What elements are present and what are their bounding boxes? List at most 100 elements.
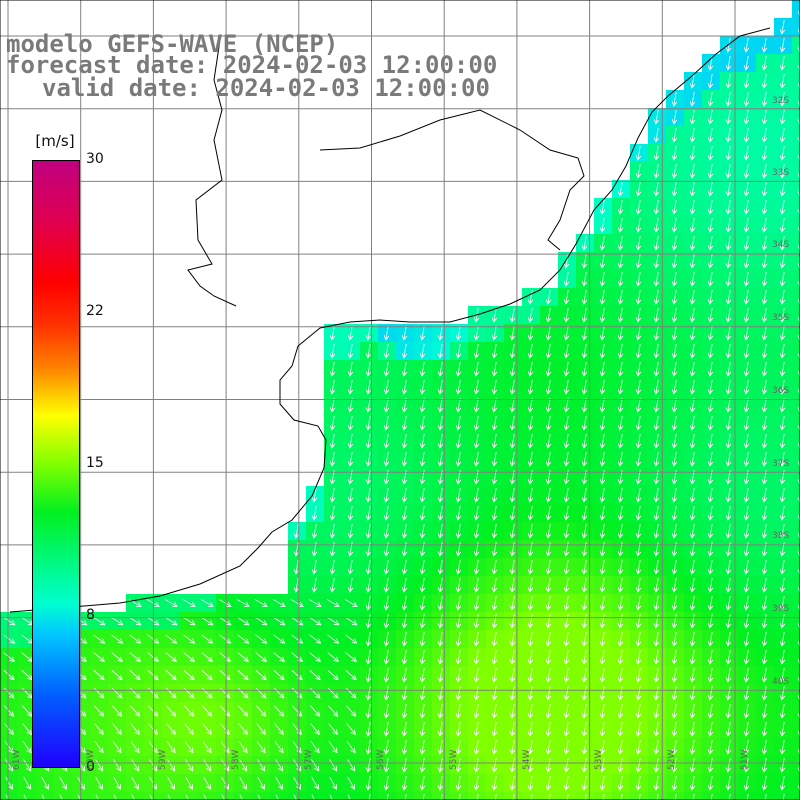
wind-arrow — [581, 236, 588, 251]
wind-arrow — [401, 614, 408, 629]
wind-arrow — [491, 416, 498, 431]
wind-arrow — [707, 308, 714, 323]
wind-arrow — [345, 687, 357, 699]
wind-arrow — [653, 236, 660, 251]
wind-arrow — [329, 776, 337, 790]
wind-arrow — [329, 326, 336, 341]
wind-arrow — [491, 452, 498, 467]
wind-arrow — [509, 398, 516, 413]
wind-arrow — [653, 704, 660, 719]
wind-arrow — [491, 398, 498, 413]
wind-arrow — [274, 723, 284, 736]
wind-arrow — [689, 578, 696, 593]
wind-arrow — [527, 722, 534, 737]
wind-arrow — [527, 524, 534, 539]
wind-arrow — [707, 236, 714, 251]
wind-arrow — [743, 650, 750, 665]
wind-arrow — [581, 632, 588, 647]
wind-arrow — [671, 308, 678, 323]
wind-arrow — [599, 254, 606, 269]
wind-arrow — [635, 524, 642, 539]
wind-arrow — [455, 686, 462, 701]
wind-arrow — [689, 200, 696, 215]
wind-arrow — [365, 434, 372, 449]
wind-arrow — [311, 776, 319, 790]
wind-arrow — [491, 344, 498, 359]
wind-arrow — [327, 669, 339, 681]
wind-arrow — [93, 687, 105, 699]
wind-arrow — [599, 740, 606, 755]
wind-arrow — [671, 722, 678, 737]
wind-arrow — [256, 705, 267, 717]
wind-arrow — [563, 596, 570, 611]
wind-speed-cell — [558, 792, 577, 800]
wind-arrow — [671, 146, 678, 161]
wind-arrow — [617, 182, 624, 197]
wind-arrow — [725, 434, 732, 449]
wind-arrow — [455, 434, 462, 449]
wind-arrow — [725, 722, 732, 737]
wind-arrow — [725, 290, 732, 305]
wind-arrow — [725, 686, 732, 701]
wind-arrow — [761, 614, 768, 629]
wind-arrow — [509, 308, 516, 323]
wind-speed-cell — [792, 54, 800, 73]
wind-arrow — [509, 632, 516, 647]
wind-arrow — [779, 740, 786, 755]
wind-speed-cell — [468, 792, 487, 800]
wind-speed-cell — [792, 234, 800, 253]
wind-arrow — [419, 722, 426, 737]
wind-arrow — [236, 616, 250, 626]
wind-arrow — [761, 38, 768, 53]
wind-arrow — [327, 634, 340, 644]
wind-arrow — [509, 344, 516, 359]
wind-arrow — [581, 560, 588, 575]
wind-arrow — [671, 380, 678, 395]
wind-arrow — [401, 344, 408, 359]
wind-arrow — [707, 326, 714, 341]
wind-arrow — [581, 290, 588, 305]
wind-arrow — [653, 362, 660, 377]
wind-arrow — [4, 741, 14, 754]
wind-arrow — [743, 668, 750, 683]
wind-arrow — [238, 741, 248, 754]
wind-arrow — [473, 362, 480, 377]
lon-label: 59W — [158, 749, 168, 770]
wind-arrow — [491, 740, 498, 755]
wind-arrow — [455, 740, 462, 755]
lon-label: 61W — [12, 749, 22, 770]
wind-arrow — [346, 758, 356, 772]
wind-arrow — [743, 686, 750, 701]
wind-arrow — [707, 614, 714, 629]
wind-speed-cell — [0, 792, 19, 800]
wind-arrow — [437, 560, 444, 575]
wind-arrow — [365, 632, 372, 647]
wind-arrow — [563, 758, 570, 773]
wind-arrow — [743, 146, 750, 161]
wind-arrow — [707, 128, 714, 143]
wind-speed-cell — [180, 792, 199, 800]
wind-arrow — [779, 254, 786, 269]
lat-label: 40S — [772, 677, 790, 687]
wind-arrow — [761, 686, 768, 701]
wind-arrow — [707, 722, 714, 737]
wind-arrow — [725, 92, 732, 107]
wind-arrow — [689, 560, 696, 575]
wind-arrow — [383, 326, 390, 341]
wind-arrow — [401, 668, 408, 683]
wind-arrow — [129, 652, 142, 662]
wind-arrow — [329, 794, 333, 800]
wind-arrow — [273, 687, 285, 699]
wind-arrow — [219, 669, 231, 681]
wind-arrow — [401, 758, 408, 773]
wind-arrow — [563, 668, 570, 683]
wind-arrow — [326, 599, 340, 607]
wind-arrow — [653, 110, 660, 125]
wind-arrow — [94, 723, 104, 736]
wind-arrow — [761, 56, 768, 71]
wind-speed-cell — [126, 792, 145, 800]
wind-arrow — [273, 652, 286, 662]
wind-arrow — [581, 758, 588, 773]
wind-arrow — [437, 434, 444, 449]
wind-arrow — [599, 758, 606, 773]
